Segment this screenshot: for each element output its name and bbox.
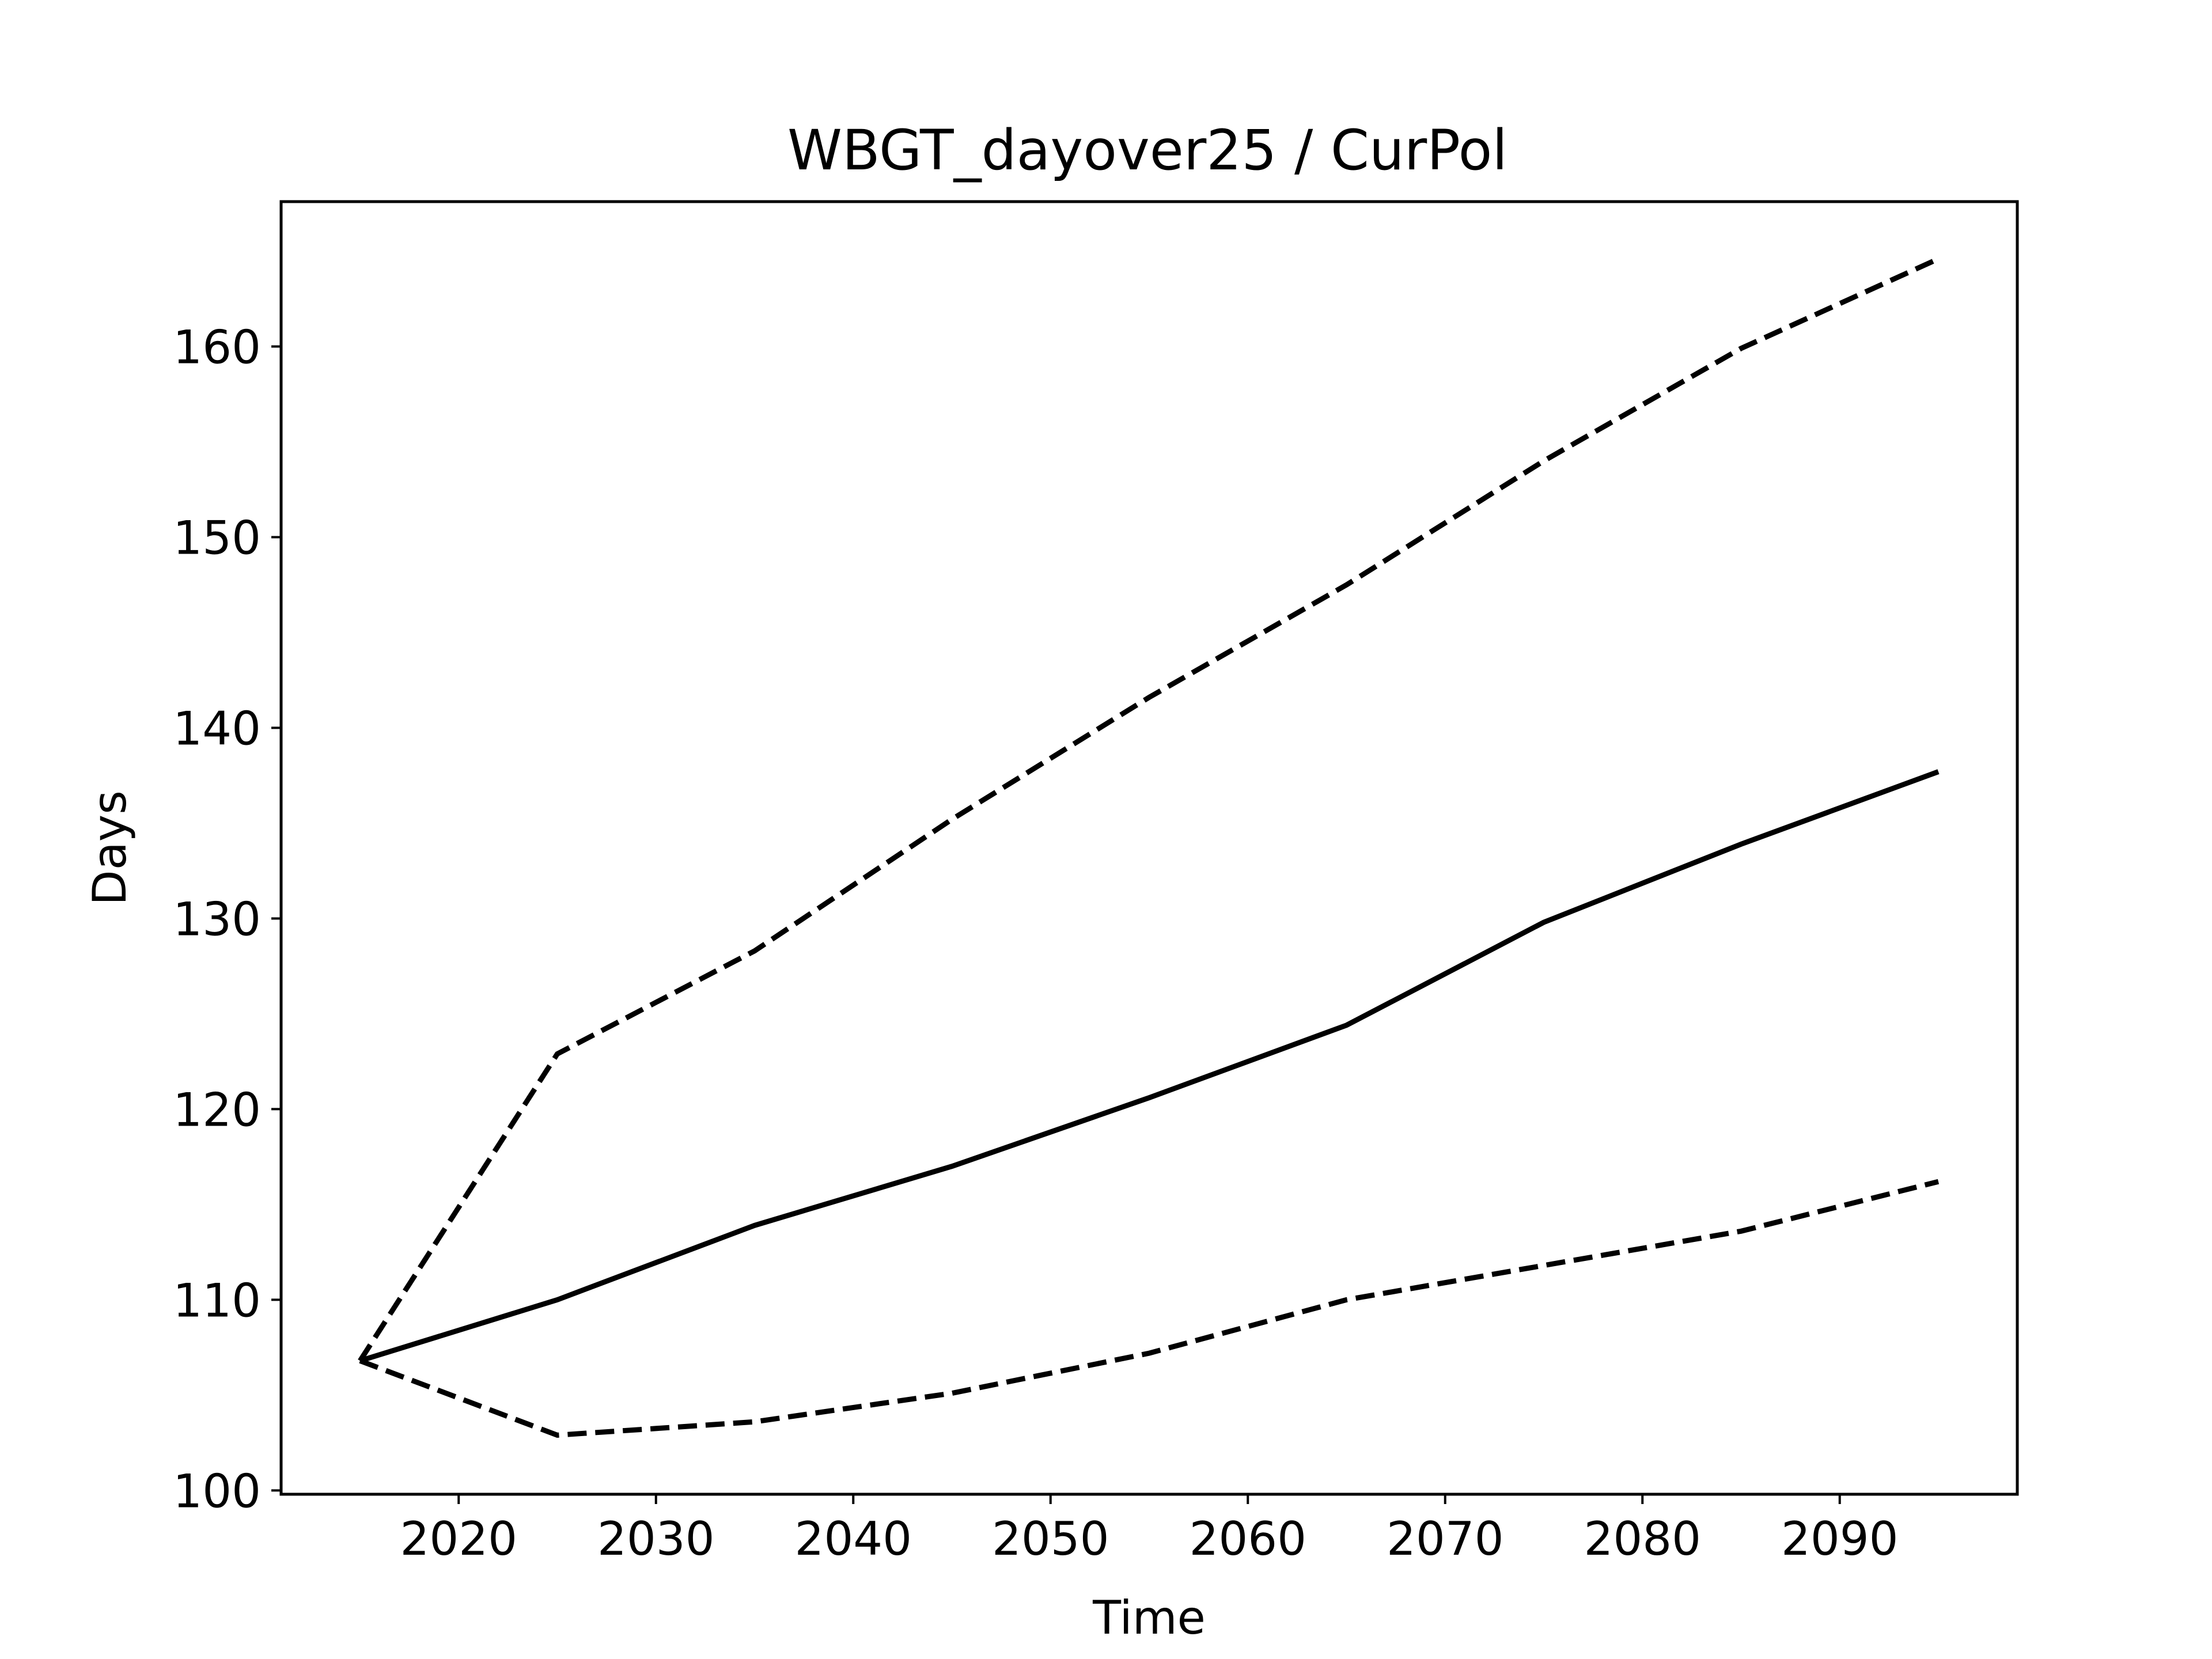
y-tick-label: 140 xyxy=(173,702,261,755)
tick-layer: 2020 2030 2040 2050 2060 2070 2080 2090 100 110 12… xyxy=(173,321,1898,1566)
x-tick-label: 2020 xyxy=(400,1512,517,1566)
dashed-series-line-2 xyxy=(359,1179,1940,1438)
x-tick-label: 2090 xyxy=(1781,1512,1899,1566)
series-layer xyxy=(358,256,1940,1438)
y-tick-label: 120 xyxy=(173,1083,261,1137)
x-tick-label: 2040 xyxy=(794,1512,912,1566)
x-tick-label: 2060 xyxy=(1189,1512,1306,1566)
y-tick-label: 160 xyxy=(173,321,261,374)
y-tick-label: 110 xyxy=(173,1274,261,1327)
y-tick-label: 150 xyxy=(173,512,261,565)
plot-frame xyxy=(279,200,2019,1496)
x-axis-label: Time xyxy=(1092,1591,1206,1645)
x-tick-label: 2080 xyxy=(1584,1512,1701,1566)
dashed-series-line-1 xyxy=(358,256,1940,1362)
y-tick-label: 100 xyxy=(173,1464,261,1518)
x-tick-label: 2050 xyxy=(992,1512,1109,1566)
y-tick-label: 130 xyxy=(173,892,261,946)
y-axis-label: Days xyxy=(83,790,137,906)
solid-series-line-0 xyxy=(359,769,1940,1363)
x-tick-label: 2070 xyxy=(1387,1512,1504,1566)
x-tick-label: 2030 xyxy=(597,1512,715,1566)
chart-title: WBGT_dayover25 / CurPol xyxy=(787,118,1508,183)
